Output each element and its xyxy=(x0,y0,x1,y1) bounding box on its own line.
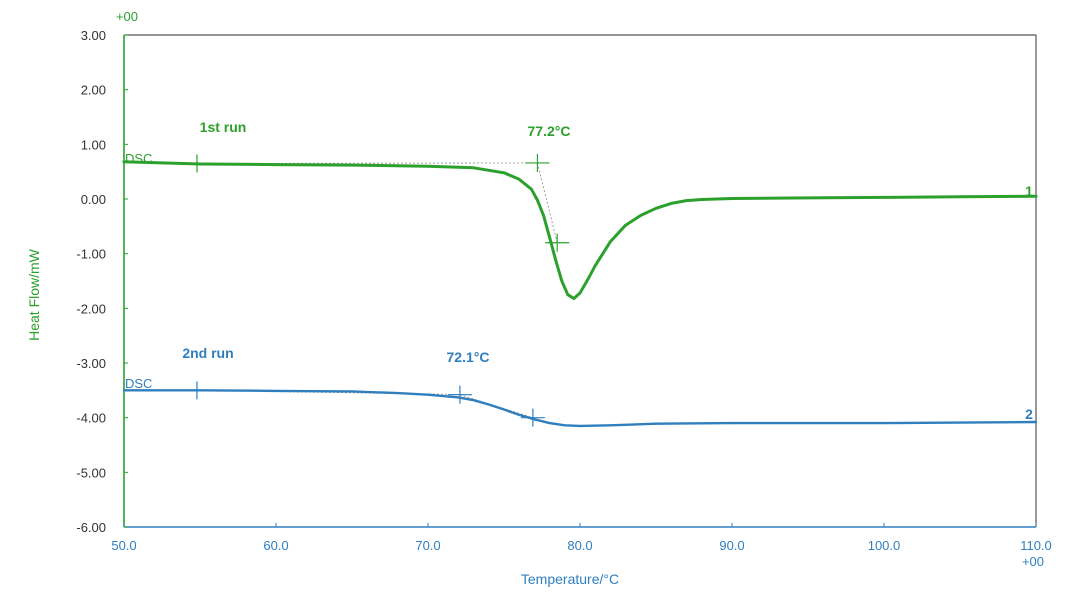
crosshair-marker xyxy=(447,385,472,404)
x-tick-label: 60.0 xyxy=(263,538,288,553)
crosshair-marker xyxy=(520,408,545,427)
y-axis-ticks: 3.00 2.00 1.00 0.00 -1.00 -2.00 -3.00 -4.00 -5.0… xyxy=(76,28,128,535)
curve-signal-label: DSC xyxy=(125,376,152,391)
onset-temperature-label: 77.2°C xyxy=(528,123,571,139)
y-tick-label: 3.00 xyxy=(81,28,106,43)
series-line xyxy=(122,389,1038,428)
crosshair-marker xyxy=(184,381,209,400)
y-tick-label: -1.00 xyxy=(76,247,106,262)
y-tick-label: -4.00 xyxy=(76,411,106,426)
curve-signal-label: DSC xyxy=(125,151,152,166)
y-tick-label: -3.00 xyxy=(76,356,106,371)
plot-frame xyxy=(123,34,1037,528)
y-tick-label: -6.00 xyxy=(76,520,106,535)
curve-number-label: 1 xyxy=(1025,183,1033,199)
x-axis-label: Temperature/°C xyxy=(521,571,619,587)
series-name-label: 1st run xyxy=(200,119,247,135)
x-tick-label: 70.0 xyxy=(415,538,440,553)
y-tick-label: -2.00 xyxy=(76,301,106,316)
tangent-line xyxy=(459,394,534,419)
x-tick-label: 110.0 xyxy=(1020,538,1052,553)
x-exponent-label: +00 xyxy=(1022,554,1044,569)
x-tick-label: 100.0 xyxy=(868,538,901,553)
x-tick-label: 50.0 xyxy=(111,538,136,553)
y-axis-label: Heat Flow/mW xyxy=(26,248,42,341)
series-name-label: 2nd run xyxy=(182,345,233,361)
onset-temperature-label: 72.1°C xyxy=(447,349,490,365)
x-axis-ticks: 50.0 60.0 70.0 80.0 90.0 100.0 110.0 xyxy=(111,523,1052,553)
tangent-line xyxy=(537,162,558,243)
series-layer: 1st run 77.2°C DSC 1 2nd run 72.1°C DSC 2 xyxy=(122,119,1038,428)
y-exponent-label: +00 xyxy=(116,9,138,24)
y-tick-label: 2.00 xyxy=(81,83,106,98)
y-tick-label: -5.00 xyxy=(76,465,106,480)
y-tick-label: 1.00 xyxy=(81,137,106,152)
series-2: 2nd run 72.1°C DSC 2 xyxy=(122,345,1038,428)
x-tick-label: 90.0 xyxy=(719,538,744,553)
baseline-extrapolation xyxy=(196,162,550,164)
series-1: 1st run 77.2°C DSC 1 xyxy=(122,119,1038,300)
x-tick-label: 80.0 xyxy=(567,538,592,553)
series-line xyxy=(122,160,1038,300)
crosshair-marker xyxy=(545,233,570,252)
curve-number-label: 2 xyxy=(1025,406,1033,422)
crosshair-marker xyxy=(525,153,550,172)
crosshair-marker xyxy=(184,154,209,173)
y-tick-label: 0.00 xyxy=(81,192,106,207)
